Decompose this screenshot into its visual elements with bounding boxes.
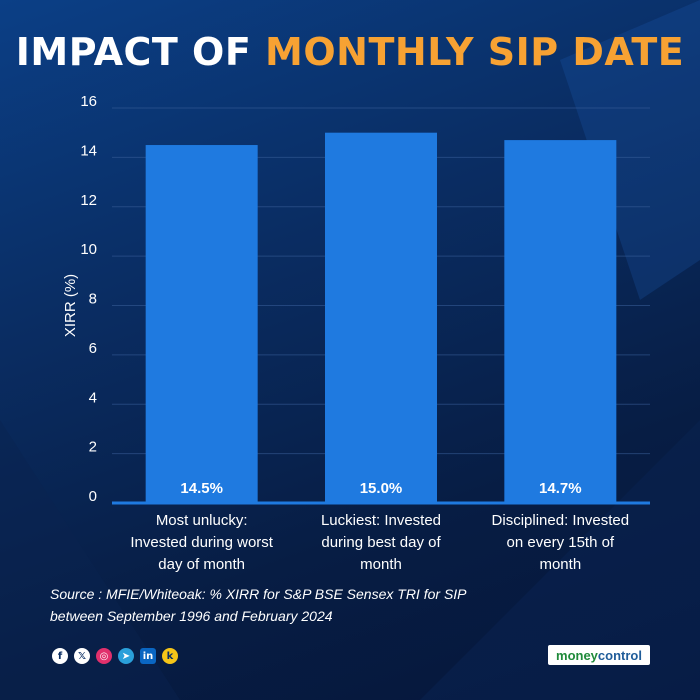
x-tick-label-line: month [539,556,581,573]
bar [504,140,617,503]
koo-icon[interactable]: k [162,648,178,664]
x-tick-label: Most unlucky: Invested during worst day of… [130,512,273,573]
y-tick-label: 0 [89,488,97,505]
brand-part-money: money [556,647,598,663]
y-tick-label: 2 [89,439,97,456]
y-tick-label: 8 [89,291,97,308]
x-tick-label-line: Invested during worst [130,534,273,551]
source-note: Source : MFIE/Whiteoak: % XIRR for S&P B… [50,586,466,624]
y-tick-label: 14 [80,142,97,159]
y-tick-label: 12 [80,192,97,209]
x-tick-label-line: day of month [158,556,245,573]
linkedin-icon[interactable]: in [140,648,156,664]
y-axis-label: XIRR (%) [62,274,79,337]
x-tick-label: Luckiest: Invested during best day of mont… [321,512,441,573]
x-tick-label-line: Disciplined: Invested [492,512,630,529]
bar [325,132,437,503]
bar-data-label: 15.0% [360,480,403,497]
title-part-orange: MONTHLY SIP DATE [265,30,685,74]
y-tick-label: 16 [80,93,97,110]
y-tick-label: 10 [80,241,97,258]
chart-title: IMPACT OF MONTHLY SIP DATE [0,30,700,74]
title-part-white: IMPACT OF [15,30,252,74]
y-tick-label: 6 [89,340,97,357]
x-tick-label: Disciplined: Invested on every 15th of mon… [492,512,630,573]
x-tick-label-line: during best day of [321,534,441,551]
brand-part-control: control [597,647,642,663]
x-tick-label-line: month [360,556,402,573]
x-tick-label-line: Luckiest: Invested [321,512,441,529]
social-icons: f 𝕏 ◎ ➤ in k [52,648,178,664]
x-icon[interactable]: 𝕏 [74,648,90,664]
moneycontrol-logo: money control [548,645,650,665]
bar-data-label: 14.5% [180,480,223,497]
facebook-icon[interactable]: f [52,648,68,664]
y-tick-label: 4 [89,389,97,406]
instagram-icon[interactable]: ◎ [96,648,112,664]
x-tick-label-line: on every 15th of [507,534,615,551]
bar [145,145,258,503]
telegram-icon[interactable]: ➤ [118,648,134,664]
x-tick-label-line: Most unlucky: [156,512,248,529]
bar-data-label: 14.7% [539,480,582,497]
